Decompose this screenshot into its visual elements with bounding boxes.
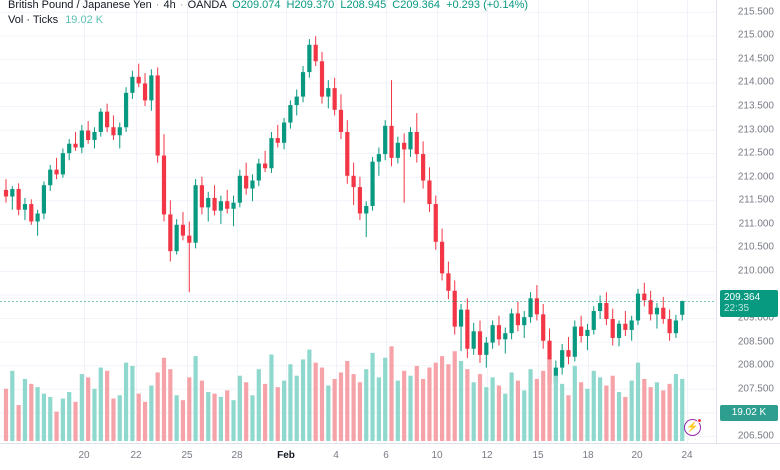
- time-tick: 28: [231, 450, 243, 461]
- time-tick: 18: [582, 450, 594, 461]
- time-axis[interactable]: 20 22 25 28 Feb 4 6 10 12 15 18 20 24: [0, 443, 780, 470]
- notification-dot: [697, 418, 702, 423]
- time-tick: Feb: [277, 450, 295, 461]
- current-price-badge[interactable]: 209.364 22:35: [720, 289, 778, 317]
- volume-value-badge[interactable]: 19.02 K: [720, 405, 778, 421]
- price-tick: 208.500: [737, 336, 774, 348]
- price-tick: 209.000: [737, 312, 774, 324]
- time-tick: 12: [481, 450, 493, 461]
- price-tick: 207.500: [737, 383, 774, 395]
- time-tick: 6: [383, 450, 389, 461]
- price-tick: 214.000: [737, 76, 774, 88]
- price-tick: 214.500: [737, 53, 774, 65]
- time-tick: 24: [681, 450, 693, 461]
- current-price-time: 22:35: [724, 302, 750, 314]
- price-tick: 212.000: [737, 171, 774, 183]
- bolt-glyph: ⚡: [686, 421, 699, 433]
- lightning-bolt-icon[interactable]: ⚡: [684, 418, 702, 436]
- time-tick: 20: [631, 450, 643, 461]
- time-tick: 25: [181, 450, 193, 461]
- chart-plot-area[interactable]: [0, 0, 716, 443]
- chart-gridlines: [0, 0, 716, 443]
- price-tick: 210.500: [737, 241, 774, 253]
- price-tick: 206.500: [737, 430, 774, 442]
- price-tick: 213.500: [737, 100, 774, 112]
- candlestick-series: [0, 36, 716, 441]
- price-tick: 211.500: [738, 194, 774, 206]
- price-tick: 215.000: [737, 29, 774, 41]
- time-tick: 4: [333, 450, 339, 461]
- time-tick: 20: [78, 450, 90, 461]
- time-tick: 10: [431, 450, 443, 461]
- price-tick: 212.500: [737, 147, 774, 159]
- price-tick: 210.000: [737, 265, 774, 277]
- time-tick: 22: [130, 450, 142, 461]
- current-price-value: 209.364: [724, 291, 761, 303]
- price-tick: 213.000: [737, 124, 774, 136]
- price-tick: 208.000: [737, 359, 774, 371]
- price-tick: 211.000: [738, 218, 774, 230]
- time-tick: 15: [532, 450, 544, 461]
- price-tick: 215.500: [737, 6, 774, 18]
- price-axis[interactable]: 215.500 215.000 214.500 214.000 213.500 213.0…: [716, 0, 780, 443]
